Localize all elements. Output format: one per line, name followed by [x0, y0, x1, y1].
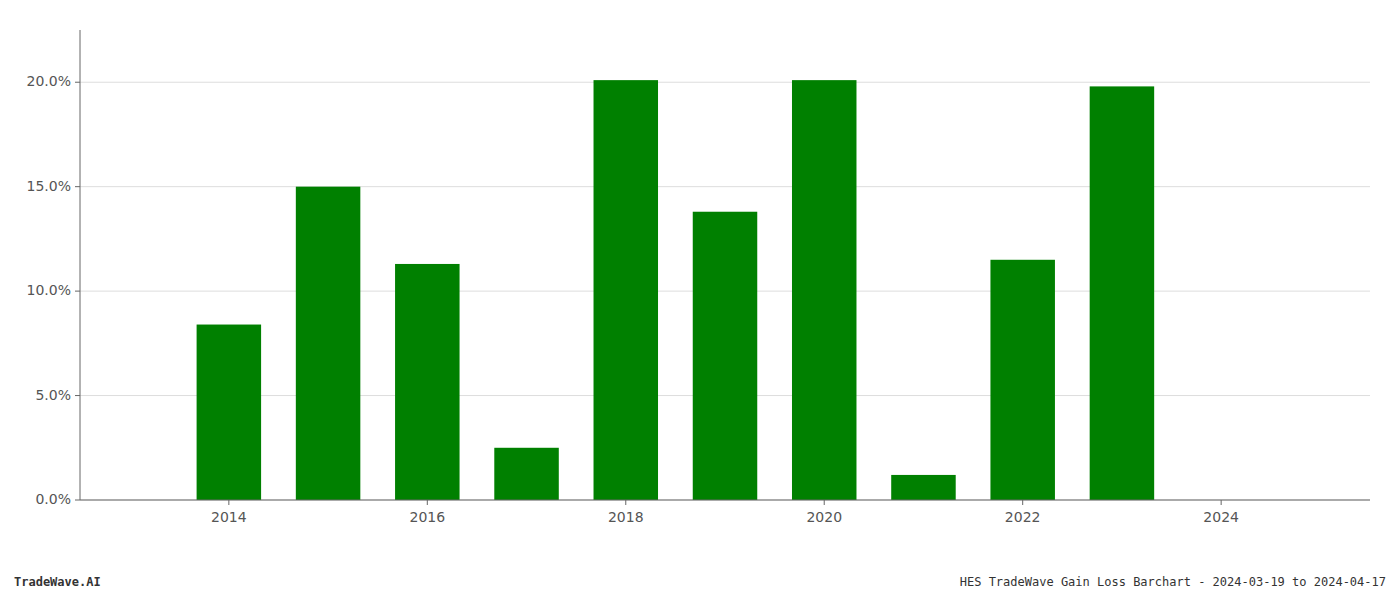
y-tick-label: 0.0% [35, 491, 71, 507]
bar [395, 264, 460, 500]
footer: TradeWave.AI HES TradeWave Gain Loss Barc… [14, 575, 1386, 589]
x-tick [228, 500, 229, 505]
bar [990, 260, 1055, 500]
x-tick-label: 2016 [409, 509, 445, 525]
y-axis: 0.0% 5.0% 10.0% 15.0% 20.0% [27, 73, 80, 507]
bar [594, 80, 659, 500]
y-tick-label: 20.0% [27, 73, 71, 89]
footer-left: TradeWave.AI [14, 575, 101, 589]
y-tick-label: 15.0% [27, 178, 71, 194]
y-grid [80, 82, 1370, 500]
footer-right: HES TradeWave Gain Loss Barchart - 2024-… [960, 575, 1386, 589]
y-tick [75, 186, 80, 187]
bar [197, 325, 262, 500]
x-tick [625, 500, 626, 505]
chart-svg: 0.0%5.0%10.0%15.0%20.0%20142016201820202… [0, 0, 1400, 600]
x-tick-label: 2024 [1203, 509, 1239, 525]
x-tick-label: 2014 [211, 509, 247, 525]
y-tick [75, 82, 80, 83]
bar [693, 212, 758, 500]
y-axis-line [80, 30, 81, 500]
x-tick-label: 2020 [806, 509, 842, 525]
y-tick-label: 10.0% [27, 282, 71, 298]
x-axis-line [80, 500, 1370, 501]
x-tick [1022, 500, 1023, 505]
x-tick [824, 500, 825, 505]
bar [494, 448, 559, 500]
y-tick [75, 291, 80, 292]
bar [1090, 86, 1155, 500]
y-tick [75, 500, 80, 501]
bar [296, 187, 361, 500]
y-tick-label: 5.0% [35, 387, 71, 403]
x-axis: 2014 2016 2018 2020 2022 2024 [211, 500, 1239, 525]
bar [792, 80, 857, 500]
grid-line [80, 500, 1370, 501]
x-tick-label: 2022 [1005, 509, 1041, 525]
x-tick [1221, 500, 1222, 505]
bars [197, 80, 1155, 500]
y-tick [75, 395, 80, 396]
x-tick-label: 2018 [608, 509, 644, 525]
grid-line [80, 186, 1370, 187]
x-tick [427, 500, 428, 505]
grid-line [80, 82, 1370, 83]
chart-container: 0.0%5.0%10.0%15.0%20.0%20142016201820202… [0, 0, 1400, 600]
bar [891, 475, 956, 500]
